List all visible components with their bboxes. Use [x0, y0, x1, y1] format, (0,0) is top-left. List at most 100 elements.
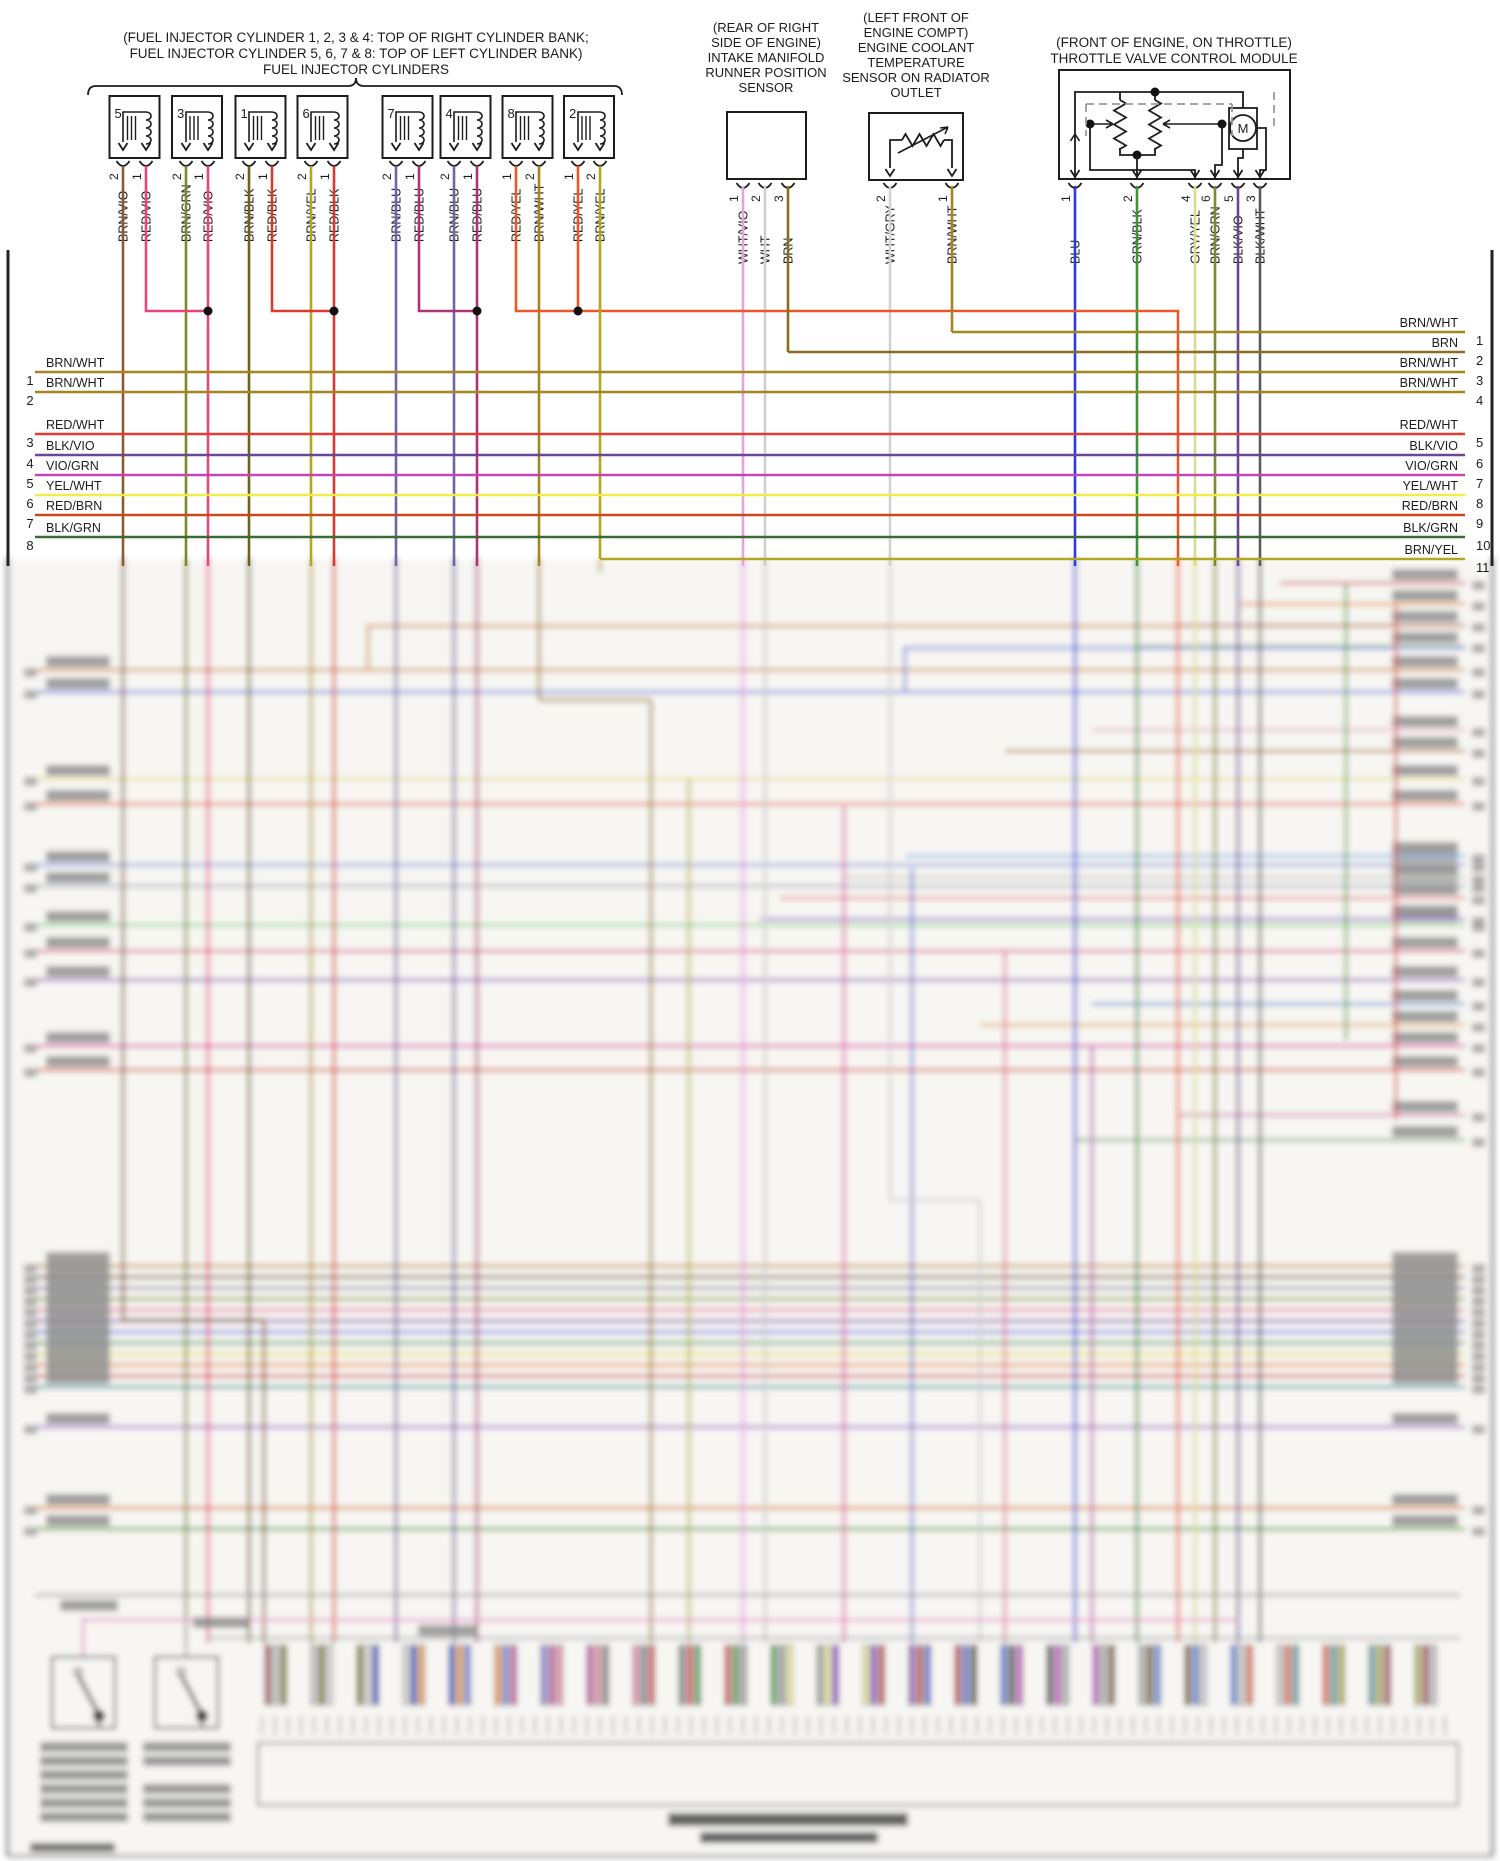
blurred-label-chip	[40, 1742, 128, 1752]
connector-pin-block	[1384, 1644, 1391, 1706]
blurred-label-chip	[1392, 884, 1458, 895]
blurred-number-mark	[1472, 1002, 1485, 1011]
connector-arc-icon	[138, 160, 154, 167]
connector-pin-block	[862, 1644, 869, 1706]
connector-arc-icon	[508, 160, 524, 167]
bus-number-left: 2	[26, 393, 33, 408]
blurred-number-mark	[1472, 668, 1485, 677]
connector-arc-icon	[388, 160, 404, 167]
connector-pin-block	[502, 1644, 509, 1706]
wiper2-arrow-icon	[1162, 119, 1222, 129]
switch-box	[50, 1655, 117, 1730]
connector-pin-block	[594, 1644, 601, 1706]
blurred-label-chip	[193, 1617, 248, 1628]
injector-group-title: FUEL INJECTOR CYLINDERS	[263, 62, 449, 77]
blurred-number-mark	[24, 1374, 37, 1383]
connector-pin-block	[272, 1644, 279, 1706]
blurred-number-mark	[1472, 1275, 1485, 1284]
connector-pin-block	[494, 1644, 501, 1706]
blurred-label-chip	[40, 1798, 128, 1808]
injector-number: 2	[569, 106, 576, 121]
bus-label-right: BRN/YEL	[1405, 543, 1459, 557]
connector-pin-block	[632, 1644, 639, 1706]
blurred-label-chip	[46, 656, 110, 667]
blurred-number-mark	[1472, 884, 1485, 893]
connector-pin-block	[318, 1644, 325, 1706]
motor-circle-icon	[1229, 114, 1257, 142]
connector-pin-block	[1184, 1644, 1191, 1706]
arrow-down-icon	[1254, 169, 1266, 179]
bus-number-right: 2	[1476, 353, 1483, 368]
tvcm-title: THROTTLE VALVE CONTROL MODULE	[1050, 51, 1297, 66]
motor-to-pin5	[1237, 149, 1244, 179]
junction-dot	[203, 306, 213, 316]
wire-red-vio-bend	[144, 166, 208, 313]
pin-number: 1	[727, 195, 741, 202]
bus-label-right: BRN/WHT	[1400, 376, 1459, 390]
blurred-label-chip	[1392, 1263, 1458, 1274]
injector-coil-frame	[310, 111, 334, 142]
injector-coil-frame	[248, 111, 272, 142]
injector-coil-frame	[395, 111, 419, 142]
connector-pin-block	[686, 1644, 693, 1706]
blurred-number-mark	[24, 1341, 37, 1350]
blurred-label-chip	[1392, 863, 1458, 874]
pin-number: 2	[749, 195, 763, 202]
junction-dot	[329, 306, 339, 316]
connector-arc-icon	[200, 160, 216, 167]
blurred-label-chip	[1392, 1329, 1458, 1340]
imrp-box	[726, 111, 807, 180]
bus-label-right: BRN/WHT	[1400, 316, 1459, 330]
blurred-label-chip	[40, 1784, 128, 1794]
arrow-down-icon	[180, 142, 192, 152]
connector-pin-block	[1000, 1644, 1007, 1706]
connector-pin-block	[602, 1644, 609, 1706]
blurred-label-chip	[143, 1784, 231, 1794]
blurred-number-mark	[1472, 1527, 1485, 1536]
blurred-number-mark	[1472, 978, 1485, 987]
bus-row-10: BLK/GRN 8 BLK/GRN 10	[26, 521, 1490, 553]
connector-pin-block	[648, 1644, 655, 1706]
arrow-down-icon	[572, 142, 584, 152]
blurred-label-chip	[46, 851, 110, 862]
blurred-label-chip	[143, 1798, 231, 1808]
connector-pin-block	[1292, 1644, 1299, 1706]
blurred-label-chip	[143, 1756, 231, 1766]
blurred-number-mark	[1472, 875, 1485, 884]
blurred-label-chip	[46, 765, 110, 776]
junction-dot	[472, 306, 482, 316]
connector-arc-icon	[531, 160, 547, 167]
blurred-label-chip	[46, 678, 110, 689]
injector-coil-icon	[418, 111, 425, 145]
connector-pin-block	[770, 1644, 777, 1706]
connector-pin-block	[1008, 1644, 1015, 1706]
connector-pin-block	[1276, 1644, 1283, 1706]
connector-pin-block	[1330, 1644, 1337, 1706]
bus-label-left: YEL/WHT	[46, 479, 102, 493]
arrow-down-icon	[884, 168, 896, 178]
pin-number: 1	[461, 173, 475, 180]
bus-label-left: VIO/GRN	[46, 459, 99, 473]
blurred-number-mark	[1472, 1044, 1485, 1053]
bus-number-right: 6	[1476, 456, 1483, 471]
arrow-down-icon	[202, 142, 214, 152]
injector-number: 5	[115, 106, 122, 121]
connector-pin-block	[870, 1644, 877, 1706]
wire-red-yel-bend	[514, 166, 1180, 566]
blurred-number-mark	[24, 923, 37, 932]
blurred-number-mark	[24, 1425, 37, 1434]
bus-label-right: BLK/VIO	[1409, 439, 1458, 453]
blurred-number-mark	[1472, 1023, 1485, 1032]
pin-number: 2	[233, 173, 247, 180]
connector-arc-icon	[178, 160, 194, 167]
connector-pin-block	[1092, 1644, 1099, 1706]
blurred-number-mark	[1472, 1308, 1485, 1317]
bus-label-right: BLK/GRN	[1403, 521, 1458, 535]
blurred-label-chip	[1392, 656, 1458, 667]
connector-pin-block	[326, 1644, 333, 1706]
blurred-label-chip	[46, 1285, 110, 1296]
blurred-number-mark	[24, 1068, 37, 1077]
